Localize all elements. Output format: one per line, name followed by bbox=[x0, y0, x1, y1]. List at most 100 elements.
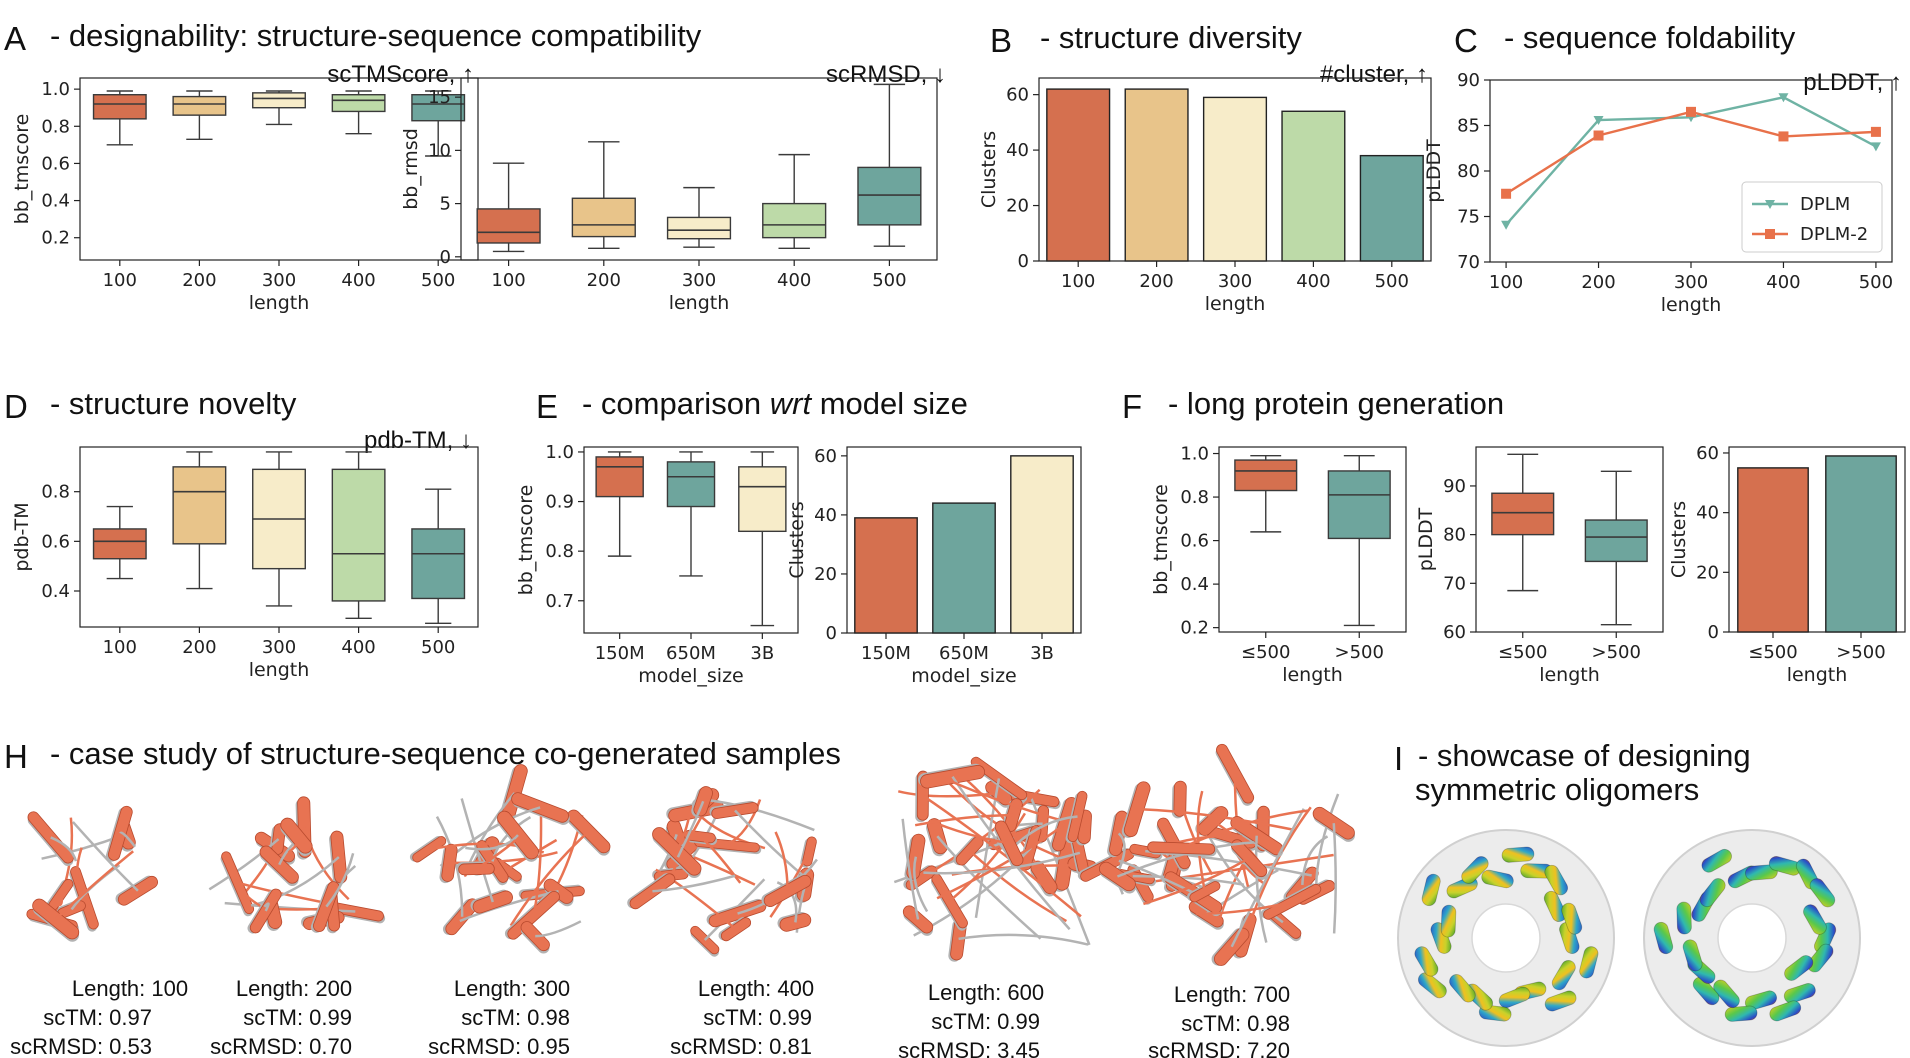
point-dplm2 bbox=[1501, 188, 1512, 199]
y-tick-label: 60 bbox=[1443, 622, 1466, 643]
metric-cluster: #cluster, ↑ bbox=[1320, 61, 1428, 88]
helix bbox=[1414, 946, 1439, 977]
box-1 bbox=[172, 90, 227, 140]
box-iqr bbox=[1234, 459, 1298, 492]
metric-scrmsd: scRMSD, ↓ bbox=[826, 61, 946, 88]
orange-helix bbox=[902, 905, 934, 934]
case-4-sctm: scTM: 0.99 bbox=[703, 1005, 812, 1030]
y-tick-label: 5 bbox=[440, 194, 451, 215]
x-tick-label: 100 bbox=[1489, 272, 1523, 293]
box-1 bbox=[1584, 470, 1648, 626]
loop bbox=[1314, 793, 1340, 893]
plot-frame bbox=[1475, 446, 1664, 633]
box-2 bbox=[252, 90, 306, 126]
y-tick-label: 70 bbox=[1443, 573, 1466, 594]
chart-e1: 0.7 0.8 0.9 1.0 bb_tmscore 150M 650M 3B model_si… bbox=[515, 442, 799, 687]
y-tick-label: 80 bbox=[1457, 161, 1480, 182]
chart-b: 0 20 40 60 Clusters 100 200 300 400 500 length bbox=[978, 77, 1432, 315]
x-tick-label: 100 bbox=[103, 637, 137, 658]
panel-letter-h: H bbox=[4, 738, 28, 775]
orange-helix bbox=[1067, 790, 1088, 843]
x-tick-label: 400 bbox=[777, 270, 811, 291]
y-tick-label: 40 bbox=[814, 505, 837, 526]
bar-100 bbox=[1046, 88, 1111, 262]
x-tick-label: >500 bbox=[1335, 642, 1384, 663]
loop bbox=[974, 778, 1001, 918]
y-tick-label: 0 bbox=[1018, 251, 1029, 272]
loop bbox=[535, 920, 582, 938]
x-tick-label: ≤500 bbox=[1241, 642, 1290, 663]
loop bbox=[941, 776, 1086, 829]
orange-helix bbox=[27, 811, 74, 864]
plot-frame bbox=[1728, 446, 1906, 633]
case-6-sctm: scTM: 0.98 bbox=[1181, 1011, 1290, 1036]
x-axis-label: length bbox=[1282, 664, 1343, 686]
y-tick-label: 0.7 bbox=[545, 591, 574, 612]
box-iqr bbox=[476, 208, 541, 244]
protein-structure-1 bbox=[26, 805, 158, 942]
x-tick-label: 500 bbox=[1375, 271, 1409, 292]
x-tick-label: 400 bbox=[1766, 272, 1800, 293]
legend-label-dplm: DPLM bbox=[1800, 194, 1850, 215]
x-tick-label: 100 bbox=[1061, 271, 1095, 292]
loop bbox=[465, 834, 519, 851]
panel-letter-c: C bbox=[1454, 22, 1478, 59]
x-tick-label: ≤500 bbox=[1498, 642, 1547, 663]
y-tick-label: 90 bbox=[1443, 476, 1466, 497]
loop bbox=[676, 800, 705, 858]
loop bbox=[287, 834, 300, 854]
loop bbox=[1254, 835, 1268, 943]
protein-structure-2 bbox=[208, 796, 386, 934]
box-0 bbox=[1491, 453, 1555, 592]
helix bbox=[1501, 846, 1535, 863]
case-1-length: Length: 100 bbox=[72, 976, 188, 1001]
helix bbox=[1440, 904, 1457, 938]
y-tick-label: 85 bbox=[1457, 116, 1480, 137]
loop bbox=[936, 823, 1066, 900]
loop bbox=[1230, 808, 1305, 948]
x-tick-label: 650M bbox=[939, 643, 989, 664]
loop bbox=[901, 818, 920, 920]
helix bbox=[1784, 955, 1814, 981]
loop bbox=[948, 812, 1026, 902]
y-axis-label: Clusters bbox=[978, 131, 1000, 208]
panel-title-d: - structure novelty bbox=[50, 386, 297, 421]
x-tick-label: >500 bbox=[1836, 642, 1885, 663]
x-tick-label: 500 bbox=[421, 637, 455, 658]
case-5-length: Length: 600 bbox=[928, 980, 1044, 1005]
loop bbox=[509, 830, 590, 927]
case-3-length: Length: 300 bbox=[454, 976, 570, 1001]
box-iqr bbox=[331, 468, 386, 602]
loop bbox=[250, 856, 340, 907]
box-3 bbox=[331, 451, 386, 620]
y-tick-label: 0.8 bbox=[1180, 487, 1209, 508]
y-tick-label: 1.0 bbox=[1180, 444, 1209, 465]
x-tick-label: 300 bbox=[1674, 272, 1708, 293]
y-axis-label: bb_tmscore bbox=[1150, 484, 1172, 595]
x-tick-label: 400 bbox=[1296, 271, 1330, 292]
box-iqr bbox=[857, 166, 922, 226]
chart-a2: 0 5 10 15 bb_rmsd 100 200 300 400 500 length bbox=[400, 77, 938, 314]
loop bbox=[1143, 857, 1250, 906]
y-tick-label: 70 bbox=[1457, 252, 1480, 273]
helix bbox=[1783, 982, 1816, 1004]
chart-e2: 0 20 40 60 Clusters 150M 650M 3B model_size bbox=[786, 446, 1082, 687]
y-axis-label: bb_tmscore bbox=[515, 485, 537, 596]
y-tick-label: 0.2 bbox=[1180, 618, 1209, 639]
y-tick-label: 60 bbox=[1006, 85, 1029, 106]
legend-marker bbox=[1765, 229, 1775, 239]
loop bbox=[208, 838, 280, 891]
protein-structure-6 bbox=[1077, 743, 1355, 966]
x-tick-label: 500 bbox=[421, 270, 455, 291]
loop bbox=[1196, 900, 1293, 915]
box-iqr bbox=[666, 216, 732, 240]
bar-650M bbox=[932, 502, 996, 634]
box-1 bbox=[1327, 455, 1391, 627]
box-1 bbox=[172, 451, 227, 590]
panel-title-a: - designability: structure-sequence comp… bbox=[50, 18, 702, 53]
loop bbox=[54, 850, 134, 920]
loop bbox=[734, 809, 806, 878]
helix bbox=[1724, 1005, 1758, 1022]
